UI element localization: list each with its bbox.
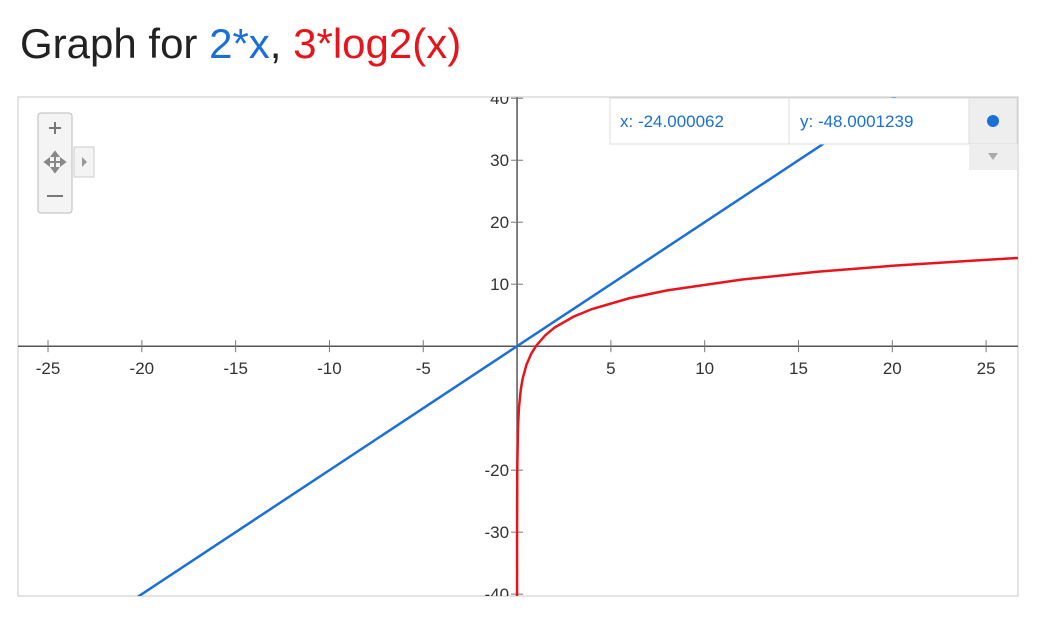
x-tick-label: -5 <box>416 359 431 378</box>
x-tick-label: 15 <box>789 359 808 378</box>
y-tick-label: 30 <box>490 151 509 170</box>
tooltip-dot <box>987 115 999 127</box>
x-tick-label: 20 <box>883 359 902 378</box>
y-tick-label: 20 <box>490 213 509 232</box>
zoom-control[interactable] <box>37 112 95 214</box>
tooltip: x: -24.000062 y: -48.0001239 <box>609 97 1018 170</box>
y-tick-label: 10 <box>490 275 509 294</box>
title-text: Graph for <box>20 20 198 67</box>
y-tick-label: -40 <box>484 585 509 604</box>
expand-arrow <box>82 157 87 167</box>
x-tick-label: 10 <box>695 359 714 378</box>
x-tick-label: -15 <box>223 359 248 378</box>
zoom-in[interactable] <box>49 122 61 134</box>
x-tick-label: 5 <box>606 359 615 378</box>
series-select-arrow <box>988 153 998 160</box>
y-tick-label: -30 <box>484 523 509 542</box>
series-line <box>515 256 1018 596</box>
tooltip-y-box <box>788 97 970 145</box>
tooltip-x-box <box>609 97 790 145</box>
tooltip-y: y: -48.0001239 <box>800 112 913 131</box>
pan[interactable] <box>43 150 67 174</box>
y-tick-label: 40 <box>490 89 509 108</box>
x-tick-label: -25 <box>36 359 61 378</box>
title: Graph for 2*x, 3*log2(x) <box>20 20 461 68</box>
series-name: 3*log2(x) <box>293 20 462 67</box>
y-tick-label: -20 <box>484 461 509 480</box>
tooltip-x: x: -24.000062 <box>620 112 724 131</box>
title-separator: , <box>269 20 282 67</box>
x-tick-label: -20 <box>130 359 155 378</box>
x-tick-label: -10 <box>317 359 342 378</box>
x-tick-label: 25 <box>977 359 996 378</box>
series-name: 2*x <box>209 20 270 67</box>
